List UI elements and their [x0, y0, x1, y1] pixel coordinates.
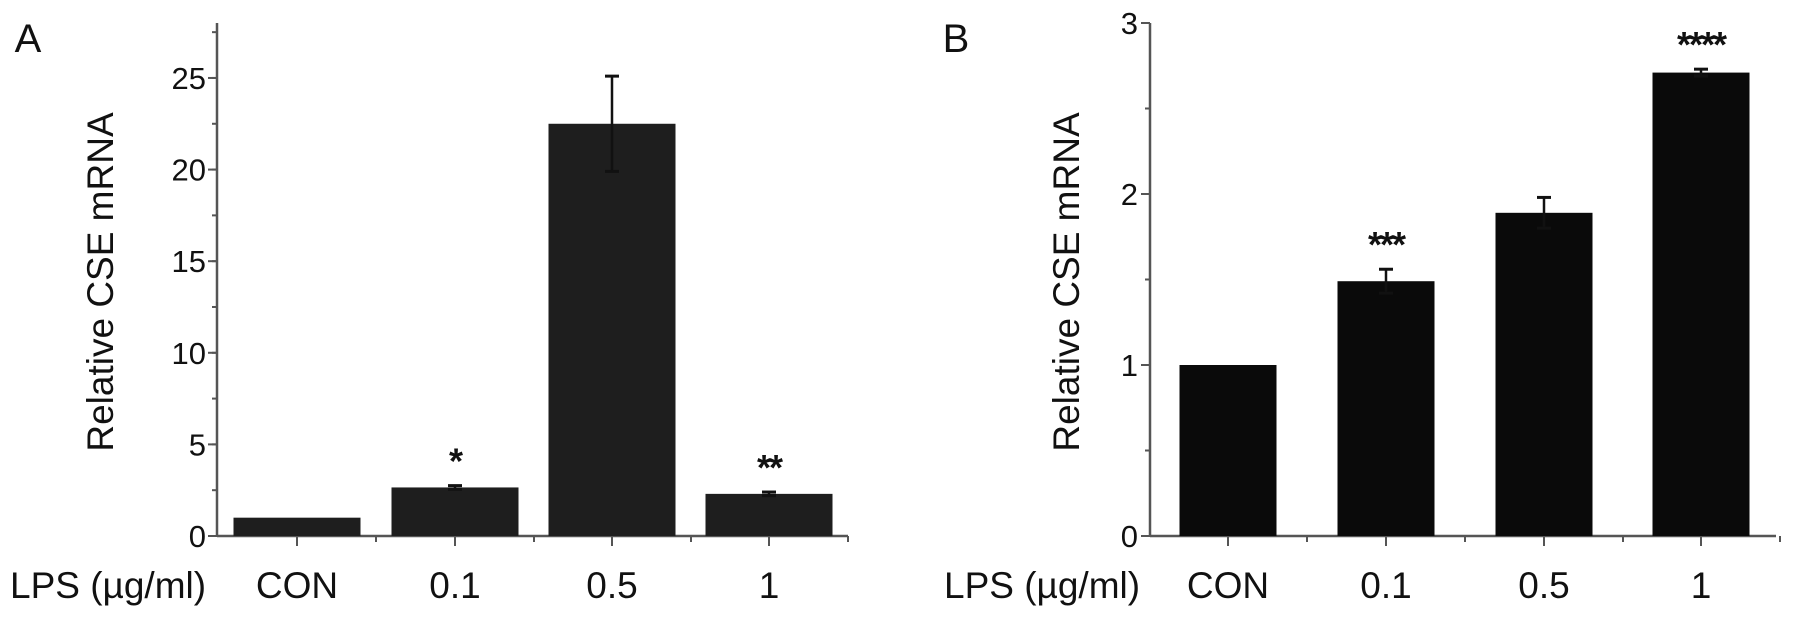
x-tick-label: 1 — [1691, 565, 1712, 606]
y-tick-label: 15 — [172, 244, 206, 279]
x-tick-label: CON — [256, 565, 338, 606]
x-tick-label: CON — [1187, 565, 1269, 606]
bar-0.5 — [1495, 212, 1593, 536]
x-axis-prefix-label: LPS (µg/ml) — [944, 565, 1140, 606]
bar-0.1 — [1337, 281, 1435, 536]
y-tick-label: 20 — [172, 153, 206, 188]
x-tick-label: 1 — [759, 565, 780, 606]
bar-CON — [233, 517, 361, 536]
chart-panel-a: A 0 5 10 15 20 25 Relative CSE mRNA LPS (µg/ml) C… — [10, 17, 849, 606]
x-tick-label: 0.1 — [1360, 565, 1411, 606]
x-tick-label: 0.5 — [586, 565, 637, 606]
bar-0.1 — [391, 487, 519, 536]
y-axis-title: Relative CSE mRNA — [1046, 112, 1087, 452]
panel-label: B — [943, 17, 970, 61]
bar-0.5 — [548, 123, 676, 537]
significance-marker: **** — [1677, 24, 1727, 65]
y-tick-label: 1 — [1121, 348, 1138, 383]
y-tick-label: 3 — [1121, 6, 1138, 41]
y-tick-label: 0 — [189, 519, 206, 554]
y-tick-label: 10 — [172, 336, 206, 371]
bar-CON — [1179, 365, 1277, 536]
bar-1 — [705, 493, 833, 536]
x-tick-label: 0.5 — [1518, 565, 1569, 606]
y-tick-label: 5 — [189, 427, 206, 462]
x-tick-label: 0.1 — [429, 565, 480, 606]
y-axis-title: Relative CSE mRNA — [80, 112, 121, 452]
significance-marker: ** — [757, 447, 783, 488]
bar-1 — [1652, 72, 1750, 536]
significance-marker: *** — [1368, 224, 1406, 265]
significance-marker: * — [449, 441, 463, 482]
panel-label: A — [15, 17, 42, 61]
y-tick-label: 0 — [1121, 519, 1138, 554]
x-axis-prefix-label: LPS (µg/ml) — [10, 565, 206, 606]
y-tick-label: 25 — [172, 61, 206, 96]
y-tick-label: 2 — [1121, 177, 1138, 212]
chart-panel-b: B 0 1 2 3 Relative CSE mRNA LPS (µg/ml) CON *** 0… — [943, 6, 1781, 606]
